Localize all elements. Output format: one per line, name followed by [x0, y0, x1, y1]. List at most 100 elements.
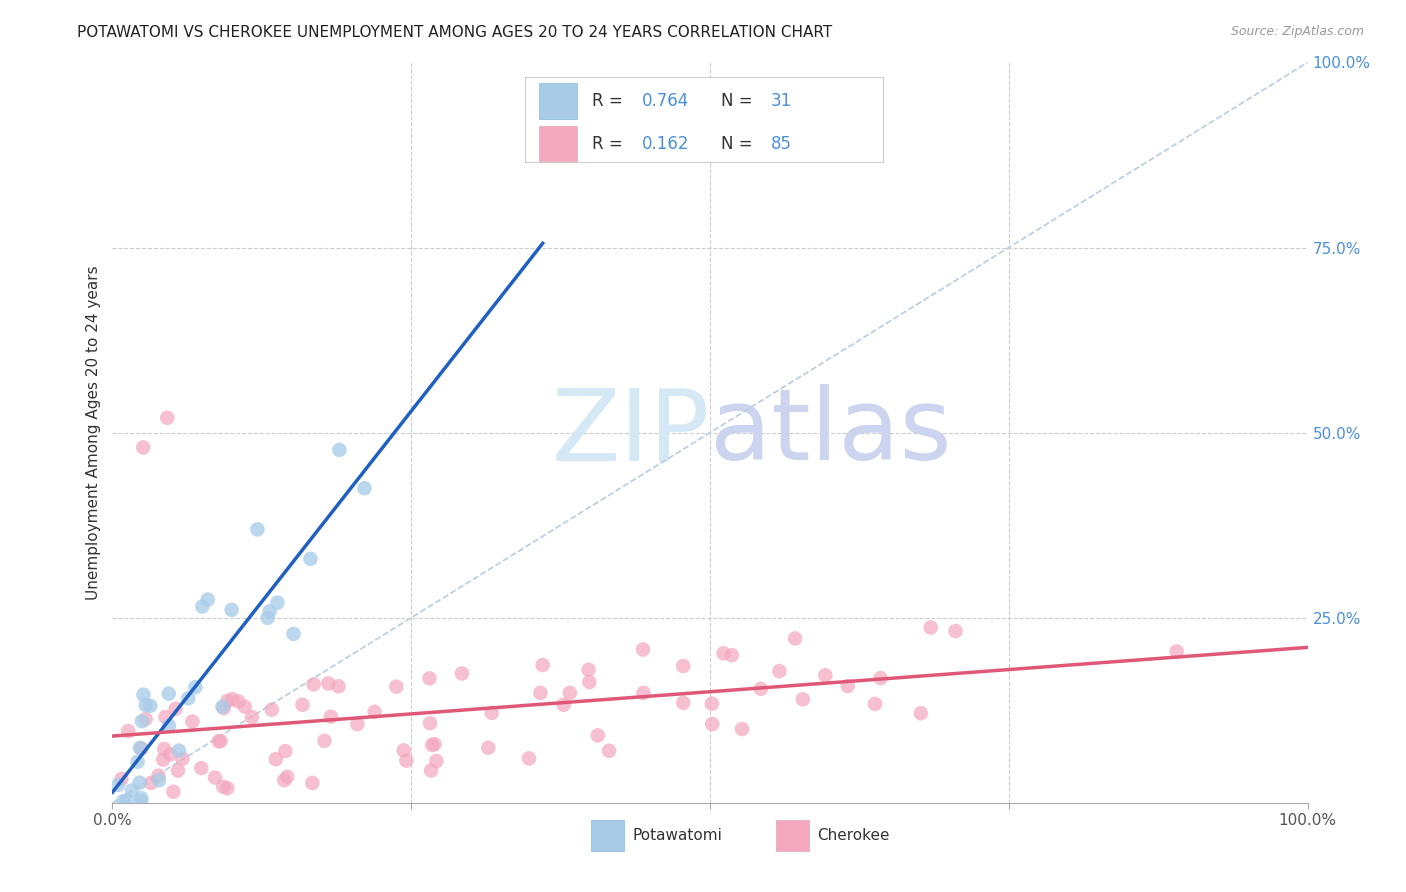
Point	[1166, 644, 1188, 658]
Point	[212, 780, 235, 794]
Bar	[591, 820, 624, 851]
Point	[392, 743, 415, 757]
Point	[721, 648, 744, 663]
Point	[346, 717, 368, 731]
Point	[217, 694, 239, 708]
Point	[211, 699, 233, 714]
Point	[212, 701, 235, 715]
Point	[209, 734, 232, 748]
Point	[672, 659, 695, 673]
Point	[132, 441, 155, 455]
Point	[318, 676, 340, 690]
Point	[633, 686, 655, 700]
Point	[529, 686, 551, 700]
Point	[314, 734, 336, 748]
Point	[184, 680, 207, 694]
Point	[385, 680, 408, 694]
Point	[190, 761, 212, 775]
Point	[167, 743, 190, 757]
Point	[162, 785, 184, 799]
Point	[672, 696, 695, 710]
Point	[155, 710, 177, 724]
Text: Source: ZipAtlas.com: Source: ZipAtlas.com	[1230, 25, 1364, 38]
Point	[713, 646, 735, 660]
Point	[395, 754, 418, 768]
Point	[112, 794, 135, 808]
Point	[731, 722, 754, 736]
Point	[274, 744, 297, 758]
Point	[792, 692, 814, 706]
Text: atlas: atlas	[710, 384, 952, 481]
Point	[228, 694, 250, 708]
Point	[131, 741, 153, 756]
Bar	[776, 820, 810, 851]
Point	[115, 793, 138, 807]
Point	[700, 697, 723, 711]
Point	[869, 671, 891, 685]
Y-axis label: Unemployment Among Ages 20 to 24 years: Unemployment Among Ages 20 to 24 years	[86, 265, 101, 600]
Point	[135, 698, 157, 713]
Point	[148, 773, 170, 788]
Point	[259, 604, 281, 618]
Point	[276, 770, 298, 784]
Point	[128, 775, 150, 789]
Text: R =: R =	[592, 92, 627, 110]
Text: 85: 85	[770, 135, 792, 153]
Point	[363, 705, 385, 719]
Point	[246, 522, 269, 536]
Point	[159, 747, 181, 762]
Point	[127, 755, 149, 769]
Point	[425, 754, 447, 768]
Point	[266, 596, 288, 610]
Point	[240, 710, 263, 724]
Point	[598, 744, 620, 758]
Point	[121, 783, 143, 797]
Point	[135, 712, 157, 726]
Point	[419, 716, 441, 731]
Point	[553, 698, 575, 712]
Point	[273, 773, 295, 788]
Bar	[538, 126, 578, 161]
Point	[945, 624, 967, 638]
Point	[578, 663, 600, 677]
Point	[477, 740, 499, 755]
Point	[191, 599, 214, 614]
Point	[531, 658, 554, 673]
Point	[129, 740, 152, 755]
Bar	[538, 83, 578, 119]
Point	[319, 709, 342, 723]
Text: 0.162: 0.162	[643, 135, 689, 153]
Point	[139, 698, 162, 713]
Point	[157, 719, 180, 733]
Point	[260, 703, 283, 717]
Point	[749, 681, 772, 696]
Point	[129, 794, 152, 808]
Point	[181, 714, 204, 729]
Point	[197, 592, 219, 607]
Point	[157, 687, 180, 701]
Point	[165, 702, 187, 716]
Point	[167, 764, 190, 778]
Point	[702, 717, 724, 731]
Point	[177, 691, 200, 706]
Point	[221, 603, 243, 617]
Point	[814, 668, 837, 682]
Text: ZIP: ZIP	[551, 384, 710, 481]
Point	[129, 791, 152, 805]
Point	[299, 551, 322, 566]
Point	[451, 666, 474, 681]
Point	[586, 728, 609, 742]
Point	[172, 752, 194, 766]
Point	[302, 677, 325, 691]
Point	[107, 778, 129, 792]
Point	[423, 737, 446, 751]
Point	[233, 699, 256, 714]
Point	[837, 679, 859, 693]
Point	[910, 706, 932, 721]
Bar	[524, 78, 883, 162]
Point	[328, 679, 350, 693]
Point	[920, 620, 942, 634]
Point	[353, 481, 375, 495]
Point	[152, 753, 174, 767]
Point	[328, 442, 350, 457]
